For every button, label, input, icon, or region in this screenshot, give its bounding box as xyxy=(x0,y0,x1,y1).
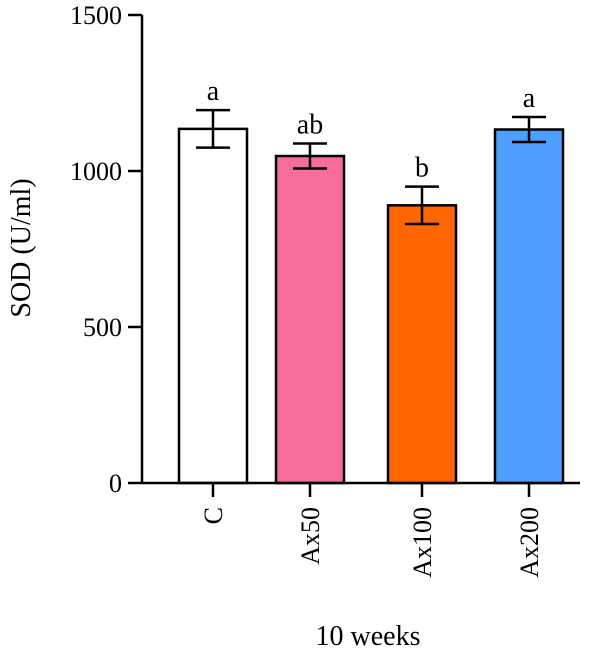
error-bar-ax200 xyxy=(512,115,546,144)
y-ticks: 0 500 1000 1500 xyxy=(70,1,142,498)
bar-ax100 xyxy=(386,204,458,485)
y-tick-label: 0 xyxy=(109,469,122,498)
x-category-label: Ax50 xyxy=(296,507,325,565)
y-tick-label: 1500 xyxy=(70,1,122,30)
x-category-label: C xyxy=(199,507,228,524)
error-bar-c xyxy=(196,108,230,149)
significance-label: b xyxy=(415,153,429,184)
x-category-labels: C Ax50 Ax100 Ax200 xyxy=(199,483,544,578)
error-bar-ax100 xyxy=(405,185,439,226)
x-category-label: Ax100 xyxy=(408,507,437,578)
bar-c xyxy=(177,127,249,485)
x-axis-title: 10 weeks xyxy=(316,621,421,652)
significance-label: a xyxy=(523,83,536,114)
y-tick-label: 1000 xyxy=(70,157,122,186)
y-tick-label: 500 xyxy=(83,313,122,342)
significance-labels: a ab b a xyxy=(207,76,536,183)
significance-label: ab xyxy=(297,110,323,141)
bar-ax50 xyxy=(274,154,346,485)
significance-label: a xyxy=(207,76,220,107)
x-category-label: Ax200 xyxy=(515,507,544,578)
bars xyxy=(177,127,565,485)
error-bars xyxy=(196,108,546,226)
axes xyxy=(140,15,580,485)
y-axis-title: SOD (U/ml) xyxy=(6,178,37,317)
bar-ax200 xyxy=(493,128,565,485)
error-bar-ax50 xyxy=(293,142,327,170)
